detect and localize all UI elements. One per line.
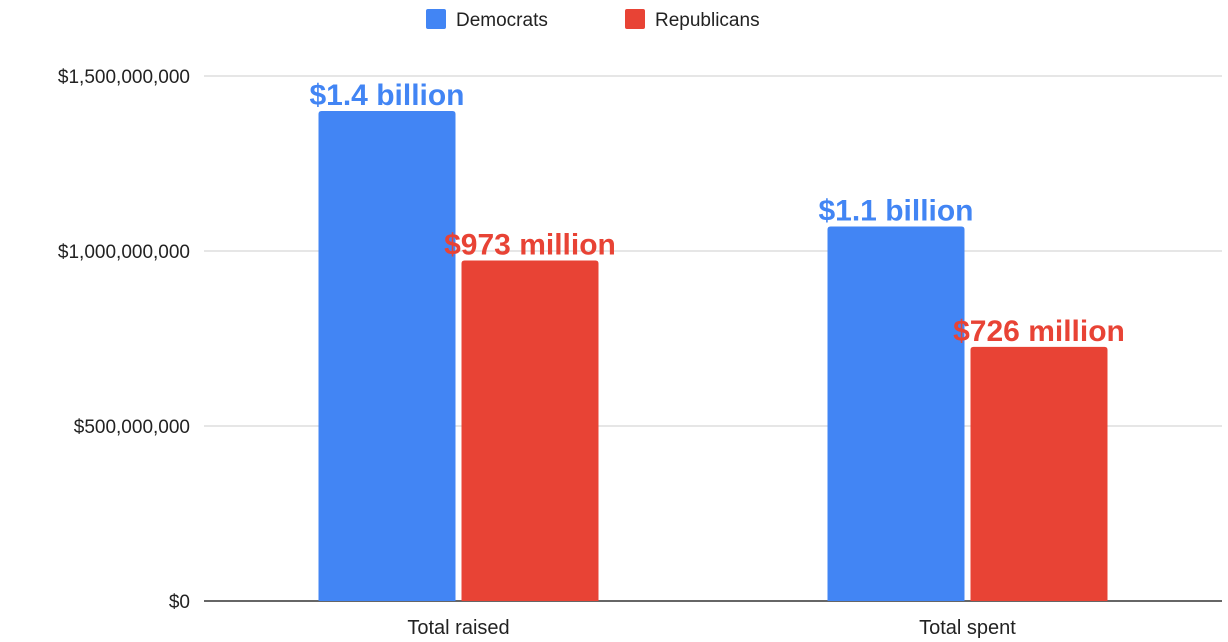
legend: Democrats Republicans [426, 9, 760, 31]
y-tick-label: $1,500,000,000 [58, 67, 190, 88]
x-category-label: Total spent [919, 617, 1016, 639]
bar-democrats-total-raised [318, 111, 456, 601]
data-label-republicans-total-raised: $973 million [444, 228, 616, 261]
bar-republicans-total-raised [461, 260, 599, 601]
bar-republicans-total-spent [970, 346, 1108, 601]
y-tick-label: $0 [169, 592, 190, 613]
legend-label-democrats: Democrats [456, 10, 548, 31]
legend-swatch-republicans [625, 9, 645, 29]
data-label-democrats-total-spent: $1.1 billion [818, 195, 973, 228]
data-label-republicans-total-spent: $726 million [953, 315, 1125, 348]
x-category-label: Total raised [407, 617, 509, 639]
y-tick-label: $1,000,000,000 [58, 242, 190, 263]
legend-swatch-democrats [426, 9, 446, 29]
y-tick-label: $500,000,000 [74, 417, 190, 438]
legend-label-republicans: Republicans [655, 10, 760, 31]
bar-democrats-total-spent [827, 226, 965, 601]
data-label-democrats-total-raised: $1.4 billion [309, 79, 464, 112]
